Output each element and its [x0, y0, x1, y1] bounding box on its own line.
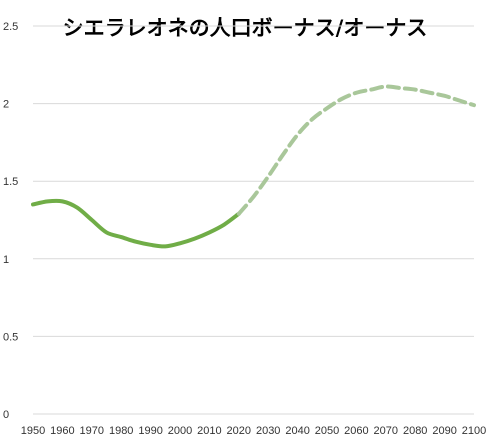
y-tick-label: 1.5: [3, 176, 18, 188]
x-tick-label: 1990: [138, 425, 162, 437]
x-tick-label: 2070: [374, 425, 398, 437]
x-tick-label: 2060: [344, 425, 368, 437]
grid-lines: [33, 25, 474, 415]
x-tick-label: 2020: [227, 425, 251, 437]
y-tick-label: 0.5: [3, 331, 18, 343]
x-tick-label: 2040: [285, 425, 309, 437]
y-tick-label: 2.5: [3, 21, 18, 33]
x-tick-label: 2050: [315, 425, 339, 437]
x-tick-label: 2010: [197, 425, 221, 437]
series-line-estimate: [31, 198, 241, 249]
x-tick-label: 2100: [462, 425, 486, 437]
y-tick-label: 1: [3, 254, 9, 266]
x-tick-label: 1970: [80, 425, 104, 437]
series-line-projection: [236, 84, 476, 216]
x-tick-label: 1980: [109, 425, 133, 437]
x-tick-label: 2000: [168, 425, 192, 437]
x-tick-label: 2090: [432, 425, 456, 437]
x-tick-label: 1960: [50, 425, 74, 437]
chart-title: シエラレオネの人口ボーナス/オーナス: [63, 16, 428, 40]
x-axis: 1950 1960 1970 1980 1990 2000 2010 2020 2030 2040…: [21, 425, 486, 437]
x-tick-label: 2030: [256, 425, 280, 437]
y-tick-label: 2: [3, 99, 9, 111]
x-tick-label: 2080: [403, 425, 427, 437]
y-tick-label: 0: [3, 409, 9, 421]
x-tick-label: 1950: [21, 425, 45, 437]
series-lines: [31, 84, 476, 249]
y-axis: 0 0.5 1 1.5 2 2.5: [3, 21, 18, 421]
